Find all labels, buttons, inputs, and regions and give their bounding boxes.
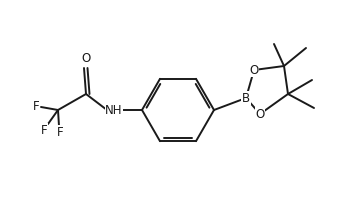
Text: O: O — [249, 64, 259, 76]
Text: F: F — [41, 124, 47, 136]
Text: O: O — [81, 53, 90, 65]
Text: F: F — [33, 101, 39, 113]
Text: O: O — [255, 108, 265, 120]
Text: NH: NH — [105, 104, 123, 117]
Text: F: F — [57, 125, 63, 138]
Text: B: B — [242, 92, 250, 104]
